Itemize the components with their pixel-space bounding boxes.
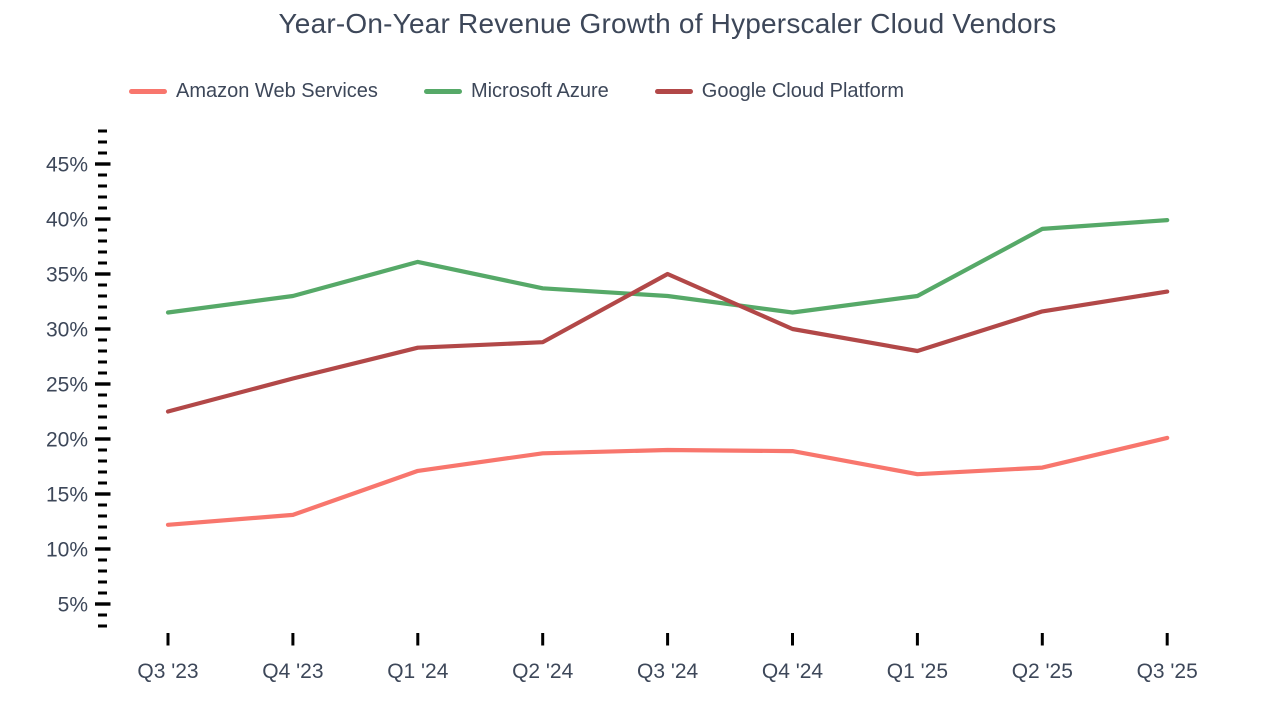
legend-label: Google Cloud Platform	[701, 80, 905, 102]
y-axis-tick-label: 30%	[46, 319, 88, 342]
x-axis-tick-label: Q3 '23	[137, 660, 198, 683]
series-line-microsoft-azure	[165, 218, 1170, 315]
y-axis-tick-label: 35%	[46, 264, 88, 287]
chart-legend: Amazon Web Services Microsoft Azure Google…	[129, 80, 904, 103]
x-axis-tick-label: Q2 '25	[1012, 660, 1073, 683]
series-line-amazon-web-services	[165, 435, 1170, 527]
x-axis-tick-label: Q3 '24	[637, 660, 699, 683]
x-axis-tick-label: Q3 '25	[1137, 660, 1198, 683]
legend-label: Amazon Web Services	[176, 80, 378, 102]
y-axis-tick-label: 25%	[46, 374, 88, 397]
legend-item-google-cloud-platform: Google Cloud Platform	[654, 80, 905, 103]
y-axis-tick-label: 5%	[58, 594, 88, 617]
x-axis-tick-label: Q4 '24	[762, 660, 824, 683]
x-axis-tick-label: Q2 '24	[512, 660, 574, 683]
y-axis-tick-label: 15%	[46, 484, 88, 507]
legend-label: Microsoft Azure	[470, 80, 609, 102]
chart-title: Year-On-Year Revenue Growth of Hyperscal…	[278, 8, 1057, 39]
y-axis-tick-label: 20%	[46, 429, 88, 452]
legend-swatch-icon	[129, 88, 167, 95]
x-axis-tick-label: Q1 '24	[387, 660, 449, 683]
series-line-google-cloud-platform	[165, 271, 1170, 414]
legend-item-microsoft-azure: Microsoft Azure	[423, 80, 609, 103]
y-axis-tick-label: 40%	[46, 209, 88, 232]
y-axis-tick-label: 45%	[46, 154, 88, 177]
legend-item-amazon-web-services: Amazon Web Services	[129, 80, 378, 103]
x-axis-tick-label: Q4 '23	[262, 660, 323, 683]
y-axis-tick-label: 10%	[46, 539, 88, 562]
legend-swatch-icon	[423, 88, 462, 95]
legend-swatch-icon	[654, 88, 693, 95]
x-axis-tick-label: Q1 '25	[887, 660, 948, 683]
